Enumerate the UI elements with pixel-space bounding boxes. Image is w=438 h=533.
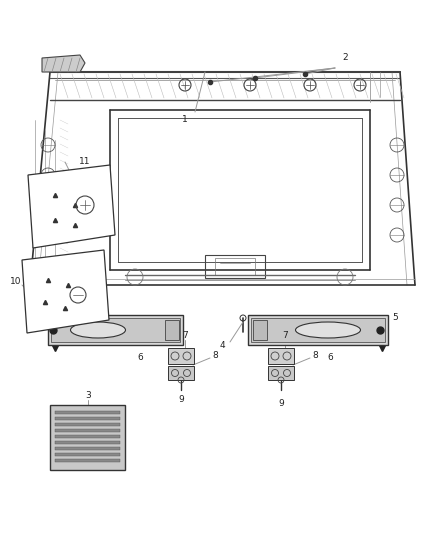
Bar bbox=[165, 320, 179, 340]
Bar bbox=[251, 318, 385, 342]
Bar bbox=[50, 405, 125, 470]
Bar bbox=[248, 315, 388, 345]
Polygon shape bbox=[28, 165, 115, 248]
Text: 10: 10 bbox=[10, 278, 22, 287]
Bar bbox=[55, 435, 120, 438]
Bar bbox=[55, 429, 120, 432]
Bar bbox=[55, 447, 120, 450]
Bar bbox=[118, 118, 362, 262]
Bar bbox=[215, 258, 255, 275]
Ellipse shape bbox=[296, 322, 360, 338]
Text: 8: 8 bbox=[312, 351, 318, 360]
Bar bbox=[168, 348, 194, 364]
Bar bbox=[48, 315, 183, 345]
Bar bbox=[55, 453, 120, 456]
Bar bbox=[55, 417, 120, 420]
Bar bbox=[55, 459, 120, 462]
Text: 6: 6 bbox=[137, 353, 143, 362]
Bar bbox=[55, 441, 120, 444]
Bar bbox=[168, 366, 194, 380]
Text: 7: 7 bbox=[182, 330, 188, 340]
Text: 2: 2 bbox=[342, 53, 348, 62]
Polygon shape bbox=[22, 250, 109, 333]
Bar bbox=[205, 255, 265, 278]
Text: 8: 8 bbox=[212, 351, 218, 360]
Bar bbox=[253, 320, 267, 340]
Text: 9: 9 bbox=[278, 399, 284, 408]
Bar bbox=[268, 366, 294, 380]
Text: 7: 7 bbox=[282, 330, 288, 340]
Text: 4: 4 bbox=[219, 341, 225, 350]
Ellipse shape bbox=[71, 322, 126, 338]
Text: 5: 5 bbox=[392, 313, 398, 322]
Text: 1: 1 bbox=[182, 116, 188, 125]
Bar bbox=[55, 423, 120, 426]
Text: 3: 3 bbox=[85, 391, 91, 400]
Bar bbox=[268, 348, 294, 364]
Text: 11: 11 bbox=[79, 157, 91, 166]
Bar bbox=[51, 318, 180, 342]
Text: 6: 6 bbox=[327, 353, 333, 362]
Polygon shape bbox=[42, 55, 85, 72]
Bar bbox=[55, 411, 120, 414]
Text: 5: 5 bbox=[40, 313, 46, 322]
Text: 9: 9 bbox=[178, 395, 184, 405]
